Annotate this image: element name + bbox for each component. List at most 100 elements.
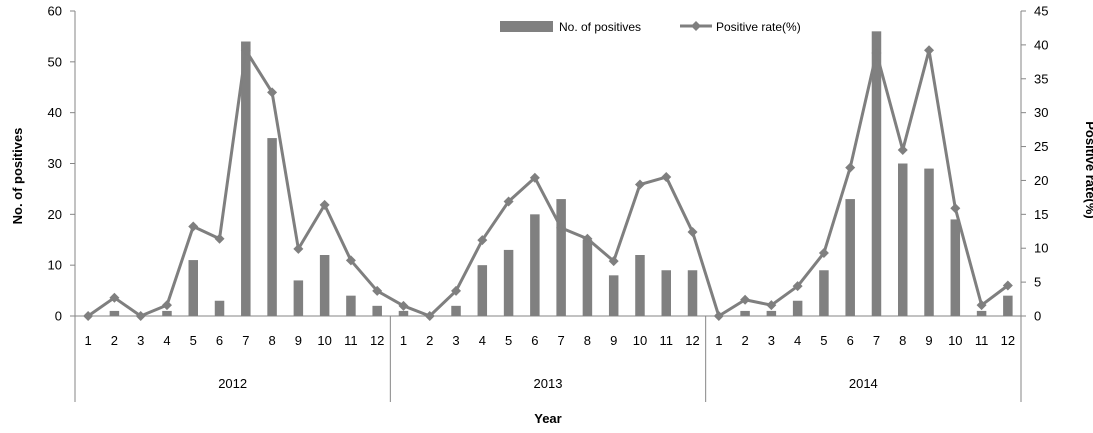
x-month-label: 10 xyxy=(317,333,331,348)
rate-marker xyxy=(845,162,856,173)
y-axis-left-title: No. of positives xyxy=(10,128,25,225)
bar xyxy=(687,270,698,316)
rate-marker xyxy=(161,300,172,311)
x-month-label: 1 xyxy=(715,333,722,348)
legend-swatch-marker xyxy=(691,21,701,31)
bar xyxy=(293,280,304,316)
rate-marker xyxy=(634,179,645,190)
x-month-label: 2 xyxy=(741,333,748,348)
rate-marker xyxy=(240,45,251,56)
rate-marker xyxy=(503,196,514,207)
rate-marker xyxy=(345,255,356,266)
x-month-label: 1 xyxy=(85,333,92,348)
y-right-tick-label: 5 xyxy=(1034,275,1041,290)
y-right-tick-label: 25 xyxy=(1034,139,1048,154)
y-left-tick-label: 60 xyxy=(48,4,62,19)
legend-swatch-bar xyxy=(500,21,553,32)
bar xyxy=(608,275,619,316)
bar xyxy=(398,310,409,316)
bar xyxy=(503,249,514,316)
rate-marker xyxy=(319,199,330,210)
x-month-label: 3 xyxy=(768,333,775,348)
x-month-label: 11 xyxy=(344,333,358,348)
bar xyxy=(319,255,330,316)
bar xyxy=(346,295,356,316)
x-month-label: 8 xyxy=(584,333,591,348)
rate-marker xyxy=(293,243,304,254)
y-right-tick-label: 35 xyxy=(1034,71,1048,86)
rate-marker xyxy=(109,292,120,303)
rate-line xyxy=(87,48,1009,318)
x-month-label: 5 xyxy=(505,333,512,348)
x-month-label: 9 xyxy=(610,333,617,348)
x-month-label: 12 xyxy=(1001,333,1015,348)
legend-label-bar: No. of positives xyxy=(559,20,641,34)
x-month-label: 9 xyxy=(925,333,932,348)
y-right-tick-label: 0 xyxy=(1034,309,1041,324)
x-month-label: 3 xyxy=(452,333,459,348)
x-month-label: 11 xyxy=(975,333,989,348)
y-axis-right-title: Positive rate(%) xyxy=(1083,121,1093,219)
y-left-tick-label: 0 xyxy=(55,309,62,324)
x-month-label: 4 xyxy=(794,333,801,348)
bar xyxy=(477,265,488,316)
rate-marker xyxy=(135,311,146,321)
x-month-label: 6 xyxy=(847,333,854,348)
y-right-tick-label: 10 xyxy=(1034,241,1048,256)
rate-marker xyxy=(713,311,724,321)
rate-marker xyxy=(687,226,698,237)
x-month-label: 10 xyxy=(948,333,962,348)
x-month-label: 5 xyxy=(190,333,197,348)
x-month-label: 5 xyxy=(820,333,827,348)
bar xyxy=(661,270,671,316)
y-right-tick-label: 20 xyxy=(1034,173,1048,188)
x-month-label: 4 xyxy=(479,333,486,348)
y-left-tick-label: 50 xyxy=(48,54,62,69)
x-year-label: 2014 xyxy=(849,376,878,391)
rate-marker xyxy=(529,172,540,183)
rate-marker xyxy=(976,300,987,311)
line-group xyxy=(83,45,1013,321)
x-month-label: 6 xyxy=(531,333,538,348)
x-month-label: 4 xyxy=(163,333,170,348)
rate-marker xyxy=(661,172,672,183)
legend-group: No. of positives Positive rate(%) xyxy=(500,20,801,34)
x-month-label: 12 xyxy=(685,333,699,348)
rate-marker xyxy=(924,45,935,56)
x-month-label: 11 xyxy=(660,333,674,348)
x-month-label: 8 xyxy=(899,333,906,348)
x-month-label: 7 xyxy=(242,333,249,348)
rate-marker xyxy=(950,203,961,214)
bar xyxy=(898,163,908,316)
x-year-label: 2013 xyxy=(534,376,563,391)
rate-marker xyxy=(214,233,225,244)
rate-marker xyxy=(871,48,882,59)
bar xyxy=(819,270,829,316)
bar xyxy=(372,305,382,316)
y-right-tick-label: 30 xyxy=(1034,105,1048,120)
x-month-label: 12 xyxy=(370,333,384,348)
rate-marker xyxy=(792,281,803,292)
rate-marker xyxy=(740,294,751,305)
y-left-tick-label: 40 xyxy=(48,105,62,120)
x-month-label: 1 xyxy=(400,333,407,348)
rate-marker xyxy=(582,233,593,244)
bar xyxy=(635,255,645,316)
x-month-label: 6 xyxy=(216,333,223,348)
rate-marker xyxy=(766,300,777,311)
bar xyxy=(871,31,882,316)
x-month-label: 9 xyxy=(295,333,302,348)
x-month-label: 7 xyxy=(558,333,565,348)
x-month-label: 8 xyxy=(268,333,275,348)
x-month-label: 2 xyxy=(426,333,433,348)
rate-marker xyxy=(1002,280,1013,291)
rate-marker xyxy=(424,311,435,321)
y-left-tick-label: 20 xyxy=(48,207,62,222)
rate-marker xyxy=(451,285,462,296)
x-month-label: 3 xyxy=(137,333,144,348)
rate-marker xyxy=(477,235,488,246)
bar xyxy=(188,260,198,316)
y-right-tick-label: 45 xyxy=(1034,4,1048,19)
